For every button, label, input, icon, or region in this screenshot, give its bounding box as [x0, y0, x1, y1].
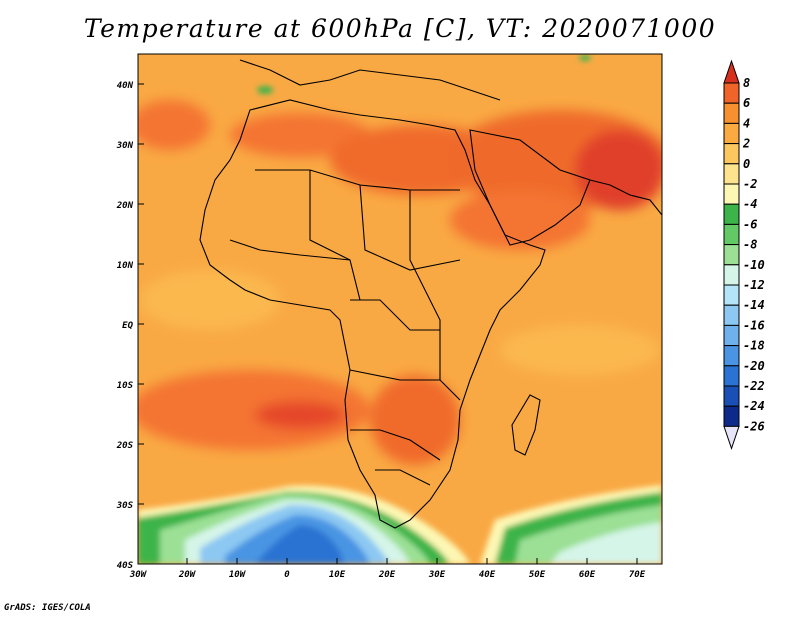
- colorbar-segment: [723, 183, 740, 205]
- colorbar-segment: [723, 122, 740, 145]
- colorbar-label: 4: [743, 116, 750, 130]
- colorbar-segment: [723, 284, 740, 306]
- grads-credit: GrADS: IGES/COLA: [4, 603, 91, 613]
- colorbar-label: 6: [743, 96, 750, 110]
- colorbar-segment: [723, 345, 740, 367]
- longitude-labels: 30W 20W 10W 0 10E 20E 30E 40E 50E 60E 70E: [129, 558, 646, 580]
- coastlines: [199, 59, 662, 529]
- lon-label: 60E: [579, 570, 596, 580]
- lon-label: 30E: [428, 570, 446, 580]
- colorbar-label: -24: [743, 399, 765, 413]
- lon-label: 0: [284, 570, 290, 580]
- colorbar-label: -8: [743, 238, 757, 252]
- colorbar-segment: [723, 223, 740, 246]
- map-frame: [137, 53, 663, 565]
- colorbar-label: -6: [743, 217, 757, 231]
- colorbar-segment: [723, 405, 740, 427]
- colorbar-segment: [723, 304, 740, 326]
- colorbar-label: -20: [743, 359, 765, 373]
- colorbar-label: -22: [743, 379, 765, 393]
- colorbar-segment: [723, 324, 740, 347]
- colorbar: 8 6 4 2 0 -2 -4 -6 -8 -10 -12 -14 -16 -18 -20 -22 -24 -26: [723, 59, 765, 450]
- lat-label: EQ: [122, 321, 133, 331]
- colorbar-label: -2: [743, 177, 757, 191]
- lat-label: 30N: [116, 141, 134, 151]
- lon-label: 10E: [329, 570, 346, 580]
- colorbar-top-arrow: [723, 59, 740, 84]
- colorbar-label: 0: [743, 157, 750, 171]
- colorbar-label: -16: [743, 318, 765, 332]
- colorbar-segment: [723, 244, 740, 266]
- colorbar-label: -4: [743, 197, 757, 211]
- lon-label: 30W: [129, 570, 148, 580]
- colorbar-segment: [723, 365, 740, 387]
- colorbar-segment: [723, 143, 740, 165]
- lat-label: 40S: [117, 561, 134, 571]
- lon-label: 10W: [229, 570, 247, 580]
- temperature-field: [138, 54, 662, 564]
- lat-label: 30S: [116, 501, 134, 511]
- colorbar-bottom-arrow: [723, 425, 740, 450]
- colorbar-label: -10: [743, 258, 765, 272]
- colorbar-segment: [723, 385, 740, 407]
- colorbar-segment: [723, 264, 740, 286]
- latitude-labels: 40N 30N 20N 10N EQ 10S 20S 30S 40S: [116, 81, 144, 571]
- colorbar-segment: [723, 82, 740, 104]
- colorbar-segment: [723, 102, 740, 124]
- lon-label: 70E: [629, 570, 646, 580]
- lat-label: 20N: [116, 201, 134, 211]
- lat-label: 10S: [117, 381, 134, 391]
- map-title: Temperature at 600hPa [C], VT: 202007100…: [83, 14, 717, 43]
- colorbar-label: 8: [743, 76, 750, 90]
- lon-label: 20E: [378, 570, 396, 580]
- colorbar-label: 2: [742, 137, 750, 151]
- lon-label: 50E: [529, 570, 546, 580]
- lat-label: 20S: [116, 441, 134, 451]
- lon-label: 20W: [178, 570, 197, 580]
- colorbar-segment: [723, 163, 740, 185]
- lon-label: 40E: [479, 570, 496, 580]
- lat-label: 10N: [117, 261, 134, 271]
- lat-label: 40N: [117, 81, 134, 91]
- colorbar-segment: [723, 203, 740, 225]
- colorbar-label: -14: [743, 298, 765, 312]
- colorbar-label: -26: [743, 419, 765, 433]
- colorbar-label: -18: [743, 339, 765, 353]
- colorbar-label: -12: [743, 278, 765, 292]
